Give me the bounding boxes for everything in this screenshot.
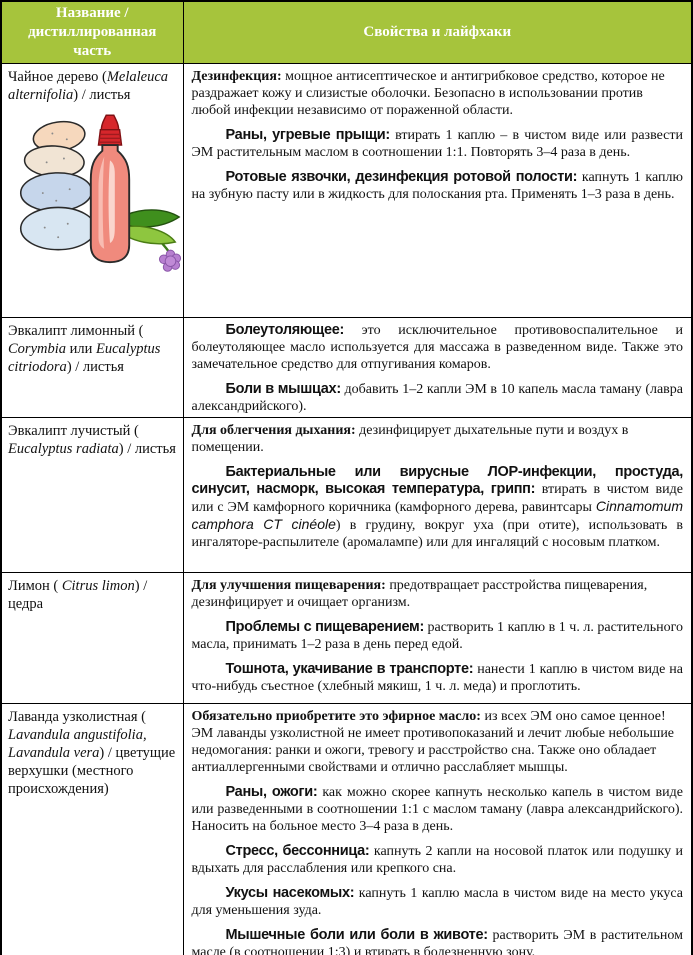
- oil-latin-name: Eucalyptus radiata: [8, 441, 119, 457]
- flower-icon: [158, 249, 182, 272]
- oil-name-text: ) / листья: [118, 441, 176, 457]
- paragraph-text: дезинфицирует дыхательные пути и воздух …: [191, 423, 629, 455]
- paragraph-lead: Ротовые язвочки, дезинфекция ротовой пол…: [225, 169, 578, 185]
- table-row-tea-tree: Чайное дерево (Melaleuca alternifolia) /…: [0, 63, 693, 318]
- paragraph-lead: Проблемы с пищеварением:: [225, 619, 425, 635]
- paragraph: Для улучшения пищеварения: предотвращает…: [192, 577, 684, 611]
- paragraph-lead: Для улучшения пищеварения:: [191, 578, 386, 593]
- oil-name-text: Эвкалипт лимонный (: [8, 323, 144, 339]
- header-cell-name: Название / дистиллированная часть: [0, 0, 184, 64]
- table-row-eucalyptus-radiata: Эвкалипт лучистый ( Eucalyptus radiata) …: [0, 417, 693, 573]
- oil-name: Эвкалипт лимонный ( Corymbia или Eucalyp…: [8, 322, 179, 376]
- paragraph: Боли в мышцах: добавить 1–2 капли ЭМ в 1…: [192, 381, 684, 415]
- oil-name-text: Лимон (: [8, 578, 62, 594]
- oil-name-text: Эвкалипт лучистый (: [8, 423, 139, 439]
- paragraph: Тошнота, укачивание в транспорте: нанест…: [192, 661, 684, 695]
- paragraph-text: растворить 1 каплю в 1 ч. л. растительно…: [191, 620, 683, 652]
- paragraph: Раны, ожоги: как можно скорее капнуть не…: [192, 784, 684, 835]
- properties-cell: Болеутоляющее: это исключительное против…: [182, 317, 693, 418]
- paragraph-text: предотвращает расстройства пищеварения, …: [191, 578, 648, 610]
- table-row-lavender: Лаванда узколистная ( Lavandula angustif…: [0, 703, 693, 955]
- paragraph-lead: Раны, ожоги:: [225, 784, 318, 800]
- paragraph: Проблемы с пищеварением: растворить 1 ка…: [192, 619, 684, 653]
- oil-latin-name: Melaleuca alternifolia: [8, 69, 169, 103]
- paragraph-text: капнуть 2 капли на носовой платок или по…: [191, 844, 684, 876]
- oil-name-text: ) / листья: [66, 359, 124, 375]
- name-cell: Чайное дерево (Melaleuca alternifolia) /…: [0, 63, 184, 318]
- stones-icon: [19, 120, 97, 251]
- name-cell: Лаванда узколистная ( Lavandula angustif…: [0, 703, 184, 955]
- oil-latin-name: Citrus limon: [61, 578, 135, 594]
- paragraph-text: втирать в чистом виде или с ЭМ камфорног…: [191, 482, 683, 515]
- paragraph: Ротовые язвочки, дезинфекция ротовой пол…: [192, 169, 684, 203]
- oil-latin-name: Corymbia: [8, 341, 66, 357]
- spray-bottle-icon: [89, 114, 131, 264]
- name-cell: Лимон ( Citrus limon) / цедра: [0, 572, 184, 704]
- oil-name-text: Чайное дерево (: [8, 69, 107, 85]
- paragraph-text: мощное антисептическое и антигрибковое с…: [191, 69, 665, 118]
- table-row-lemon-eucalyptus: Эвкалипт лимонный ( Corymbia или Eucalyp…: [0, 317, 693, 418]
- paragraph: Укусы насекомых: капнуть 1 каплю масла в…: [192, 885, 684, 919]
- paragraph-text: втирать 1 каплю – в чистом виде или разв…: [191, 128, 684, 160]
- paragraph-text: добавить 1–2 капли ЭМ в 10 капель масла …: [191, 382, 684, 414]
- paragraph-text: это исключительное противовоспалительное…: [191, 323, 684, 372]
- properties-cell: Обязательно приобретите это эфирное масл…: [182, 703, 693, 955]
- oil-name: Эвкалипт лучистый ( Eucalyptus radiata) …: [8, 422, 179, 458]
- oil-name: Лаванда узколистная ( Lavandula angustif…: [8, 708, 179, 798]
- paragraph-text: нанести 1 каплю в чистом виде на что-ниб…: [191, 662, 684, 694]
- properties-cell: Для улучшения пищеварения: предотвращает…: [182, 572, 693, 704]
- paragraph-text: из всех ЭМ оно самое ценное! ЭМ лаванды …: [191, 709, 675, 775]
- spray-bottle-with-stones-leaf-and-flower-illustration: [19, 114, 182, 272]
- oil-name: Чайное дерево (Melaleuca alternifolia) /…: [8, 68, 179, 104]
- paragraph-lead: Обязательно приобретите это эфирное масл…: [191, 709, 481, 724]
- paragraph-text: как можно скорее капнуть несколько капел…: [191, 785, 684, 834]
- oil-name-text: Лаванда узколистная (: [8, 709, 146, 725]
- paragraph-text: растворить ЭМ в растительном масле (в со…: [191, 928, 684, 955]
- paragraph-lead: Дезинфекция:: [191, 69, 282, 84]
- latin-botanical-name: Cinnamomum camphora CT cinéole: [191, 498, 684, 532]
- oil-name-text: ) / листья: [73, 87, 131, 103]
- paragraph-lead: Тошнота, укачивание в транспорте:: [225, 661, 474, 677]
- paragraph-lead: Раны, угревые прыщи:: [225, 127, 391, 143]
- paragraph: Для облегчения дыхания: дезинфицирует ды…: [192, 422, 684, 456]
- table-row-lemon: Лимон ( Citrus limon) / цедра Для улучше…: [0, 572, 693, 704]
- paragraph-lead: Болеутоляющее:: [225, 322, 345, 338]
- oil-name-text: ) / цветущие верхушки (местного происхож…: [8, 745, 176, 797]
- oil-latin-name: Lavandula angustifolia, Lavandula vera: [8, 727, 147, 761]
- paragraph-lead: Бактериальные или вирусные ЛОР-инфекции,…: [191, 464, 684, 497]
- paragraph-lead: Мышечные боли или боли в животе:: [225, 927, 489, 943]
- properties-cell: Дезинфекция: мощное антисептическое и ан…: [182, 63, 693, 318]
- paragraph-text: капнуть 1 каплю на зубную пасту или в жи…: [191, 170, 683, 202]
- paragraph: Болеутоляющее: это исключительное против…: [192, 322, 684, 373]
- paragraph-text: капнуть 1 каплю масла в чистом виде на м…: [191, 886, 684, 918]
- oil-name: Лимон ( Citrus limon) / цедра: [8, 577, 179, 613]
- header-row: Название / дистиллированная часть Свойст…: [0, 0, 693, 64]
- paragraph-text: ) в грудину, вокруг уха (при отите), исп…: [191, 518, 684, 550]
- paragraph: Раны, угревые прыщи: втирать 1 каплю – в…: [192, 127, 684, 161]
- paragraph: Бактериальные или вирусные ЛОР-инфекции,…: [192, 464, 684, 551]
- header-cell-properties: Свойства и лайфхаки: [182, 0, 693, 64]
- paragraph-lead: Укусы насекомых:: [225, 885, 355, 901]
- paragraph: Обязательно приобретите это эфирное масл…: [192, 708, 684, 776]
- paragraph-lead: Стресс, бессонница:: [225, 843, 370, 859]
- oil-name-text: ) / цедра: [8, 578, 148, 612]
- oil-latin-name: Eucalyptus citriodora: [8, 341, 161, 375]
- paragraph-lead: Боли в мышцах:: [225, 381, 342, 397]
- paragraph: Мышечные боли или боли в животе: раствор…: [192, 927, 684, 955]
- name-cell: Эвкалипт лучистый ( Eucalyptus radiata) …: [0, 417, 184, 573]
- oil-name-text: или: [66, 341, 97, 357]
- paragraph: Стресс, бессонница: капнуть 2 капли на н…: [192, 843, 684, 877]
- name-cell: Эвкалипт лимонный ( Corymbia или Eucalyp…: [0, 317, 184, 418]
- paragraph-lead: Для облегчения дыхания:: [191, 423, 356, 438]
- paragraph: Дезинфекция: мощное антисептическое и ан…: [192, 68, 684, 119]
- properties-cell: Для облегчения дыхания: дезинфицирует ды…: [182, 417, 693, 573]
